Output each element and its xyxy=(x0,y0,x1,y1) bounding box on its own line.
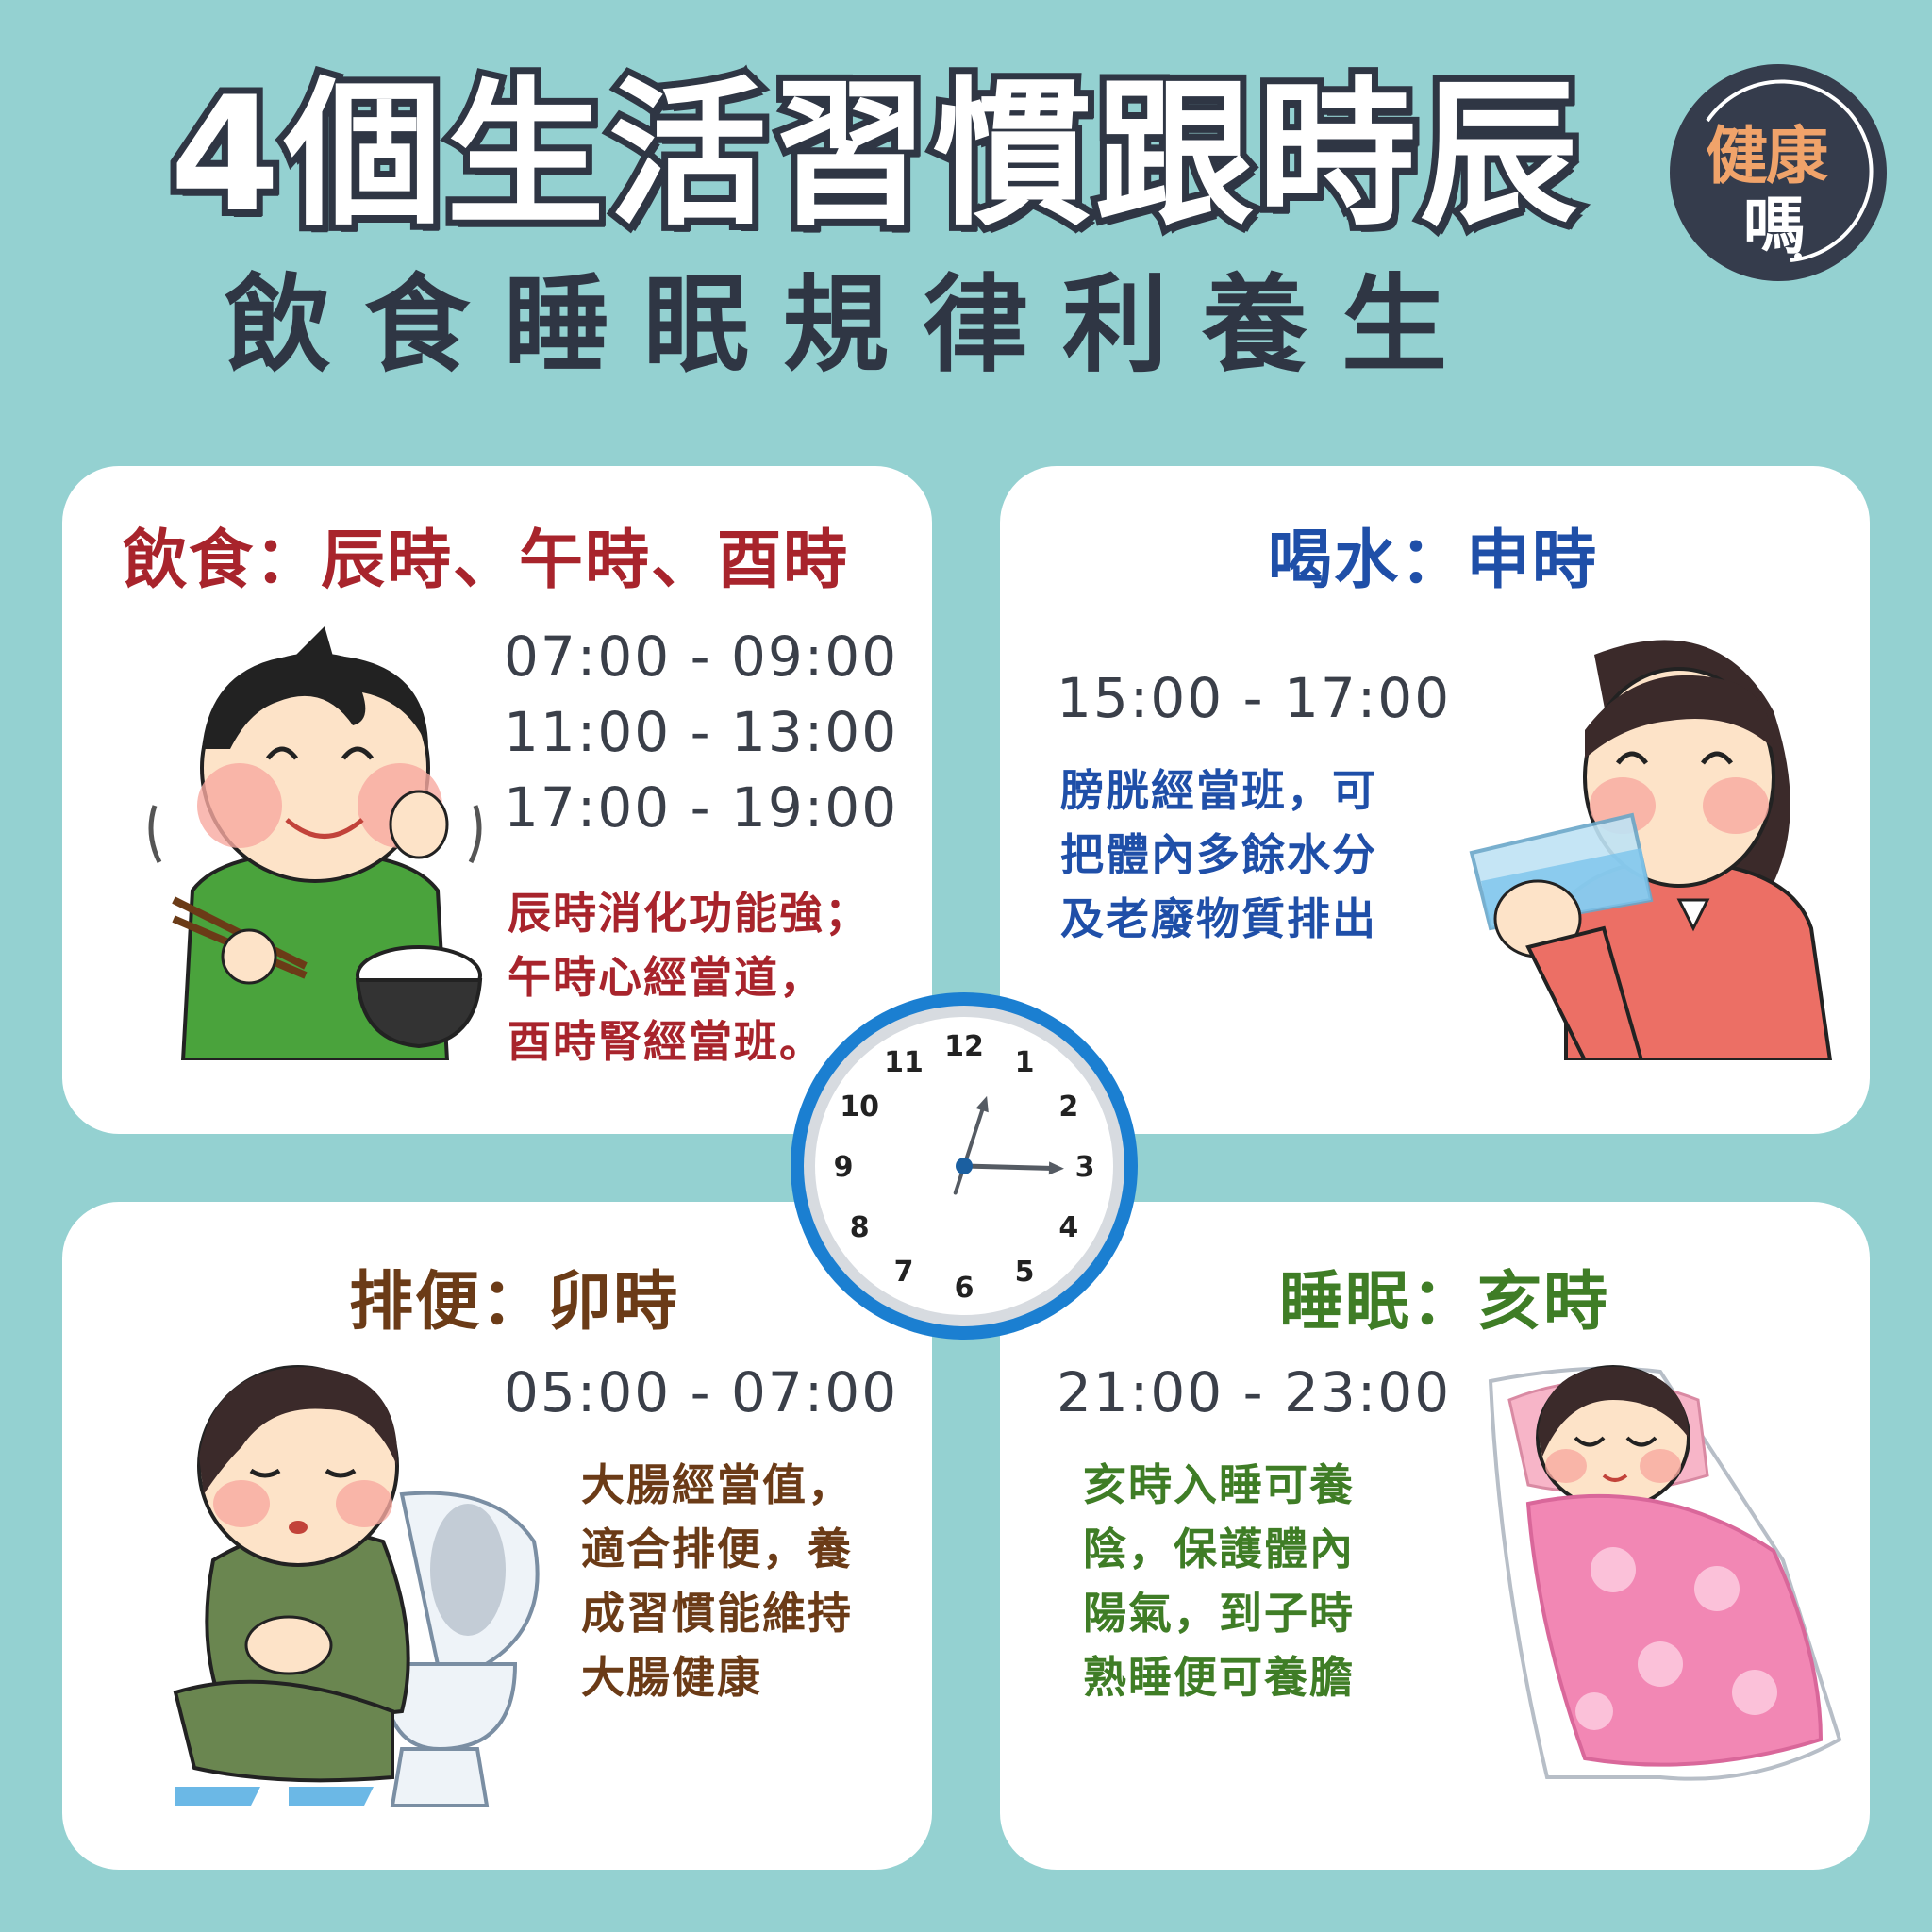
bowel-desc-line-2: 適合排便，養 xyxy=(581,1524,853,1574)
child-sleeping-illustration xyxy=(1488,1365,1842,1781)
clock-number: 3 xyxy=(1075,1151,1095,1184)
clock-number: 7 xyxy=(894,1256,914,1289)
sleep-desc-line-4: 熟睡便可養膽 xyxy=(1083,1652,1355,1703)
clock-number: 12 xyxy=(944,1030,984,1063)
brand-badge: 健康 嗎 xyxy=(1670,64,1887,281)
water-desc-line-2: 把體內多餘水分 xyxy=(1060,829,1377,880)
clock-center xyxy=(956,1158,973,1174)
diet-description: 辰時消化功能強； 午時心經當道， 酉時腎經當班。 xyxy=(508,881,870,1074)
card-water: 喝水：申時 15:00 - 17:00 膀胱經當班，可 把體內多餘水分 及老廢物… xyxy=(1000,466,1870,1134)
clock-number: 10 xyxy=(840,1091,879,1124)
clock-minute-arrow xyxy=(975,1095,989,1113)
person-toilet-illustration xyxy=(173,1365,540,1807)
page-title: 4個生活習慣跟時辰 xyxy=(163,61,1585,249)
water-times: 15:00 - 17:00 xyxy=(1057,660,1451,736)
diet-times: 07:00 - 09:00 11:00 - 13:00 17:00 - 19:0… xyxy=(504,619,898,845)
clock-number: 4 xyxy=(1058,1211,1078,1244)
diet-title: 飲食：辰時、午時、酉時 xyxy=(123,524,850,598)
clock-number: 2 xyxy=(1058,1091,1078,1124)
diet-time-1: 07:00 - 09:00 xyxy=(504,625,899,689)
clock-number: 8 xyxy=(850,1211,870,1244)
badge-ring-icon xyxy=(1706,79,1874,262)
sleep-desc-line-1: 亥時入睡可養 xyxy=(1083,1459,1355,1510)
badge-line-2: 嗎 xyxy=(1743,190,1806,262)
sleep-time-1: 21:00 - 23:00 xyxy=(1057,1360,1452,1424)
sleep-description: 亥時入睡可養 陰，保護體內 陽氣，到子時 熟睡便可養膽 xyxy=(1083,1453,1355,1709)
sleep-desc-line-2: 陰，保護體內 xyxy=(1083,1524,1355,1574)
bowel-desc-line-4: 大腸健康 xyxy=(581,1652,762,1703)
diet-time-3: 17:00 - 19:00 xyxy=(504,775,899,840)
water-desc-line-1: 膀胱經當班，可 xyxy=(1060,765,1377,816)
bowel-time-1: 05:00 - 07:00 xyxy=(504,1360,899,1424)
diet-desc-line-3: 酉時腎經當班。 xyxy=(508,1016,824,1067)
card-diet: 飲食：辰時、午時、酉時 07:00 - 09:00 11:00 - 13:00 … xyxy=(62,466,932,1134)
clock-number: 11 xyxy=(884,1046,924,1079)
card-sleep: 睡眠：亥時 21:00 - 23:00 亥時入睡可養 陰，保護體內 陽氣，到子時… xyxy=(1000,1202,1870,1870)
woman-drinking-illustration xyxy=(1469,640,1833,1060)
water-description: 膀胱經當班，可 把體內多餘水分 及老廢物質排出 xyxy=(1060,758,1377,951)
diet-time-2: 11:00 - 13:00 xyxy=(504,700,899,764)
water-title: 喝水：申時 xyxy=(1268,524,1599,598)
sleep-desc-line-3: 陽氣，到子時 xyxy=(1083,1588,1355,1639)
water-desc-line-3: 及老廢物質排出 xyxy=(1060,893,1377,944)
boy-eating-illustration xyxy=(148,626,483,1060)
clock-number: 1 xyxy=(1015,1046,1035,1079)
diet-desc-line-1: 辰時消化功能強； xyxy=(508,888,870,939)
diet-desc-line-2: 午時心經當道， xyxy=(508,952,824,1003)
clock-minute-hand xyxy=(953,1108,985,1195)
sleep-times: 21:00 - 23:00 xyxy=(1057,1355,1451,1430)
bowel-desc-line-3: 成習慣能維持 xyxy=(581,1588,853,1639)
page-subtitle: 飲食睡眠規律利養生 xyxy=(225,264,1481,387)
bowel-description: 大腸經當值， 適合排便，養 成習慣能維持 大腸健康 xyxy=(581,1453,853,1709)
sleep-title: 睡眠：亥時 xyxy=(1279,1265,1610,1340)
bowel-title: 排便：卯時 xyxy=(349,1265,680,1340)
clock-hour-hand xyxy=(961,1163,1052,1171)
clock-number: 5 xyxy=(1015,1256,1035,1289)
clock-number: 9 xyxy=(834,1151,854,1184)
bowel-desc-line-1: 大腸經當值， xyxy=(581,1459,853,1510)
badge-line-1: 健康 xyxy=(1706,120,1828,192)
bowel-times: 05:00 - 07:00 xyxy=(504,1355,898,1430)
clock-hour-arrow xyxy=(1048,1161,1064,1175)
card-bowel: 排便：卯時 05:00 - 07:00 大腸經當值， 適合排便，養 成習慣能維持… xyxy=(62,1202,932,1870)
water-time-1: 15:00 - 17:00 xyxy=(1057,666,1452,730)
clock-number: 6 xyxy=(955,1272,974,1305)
